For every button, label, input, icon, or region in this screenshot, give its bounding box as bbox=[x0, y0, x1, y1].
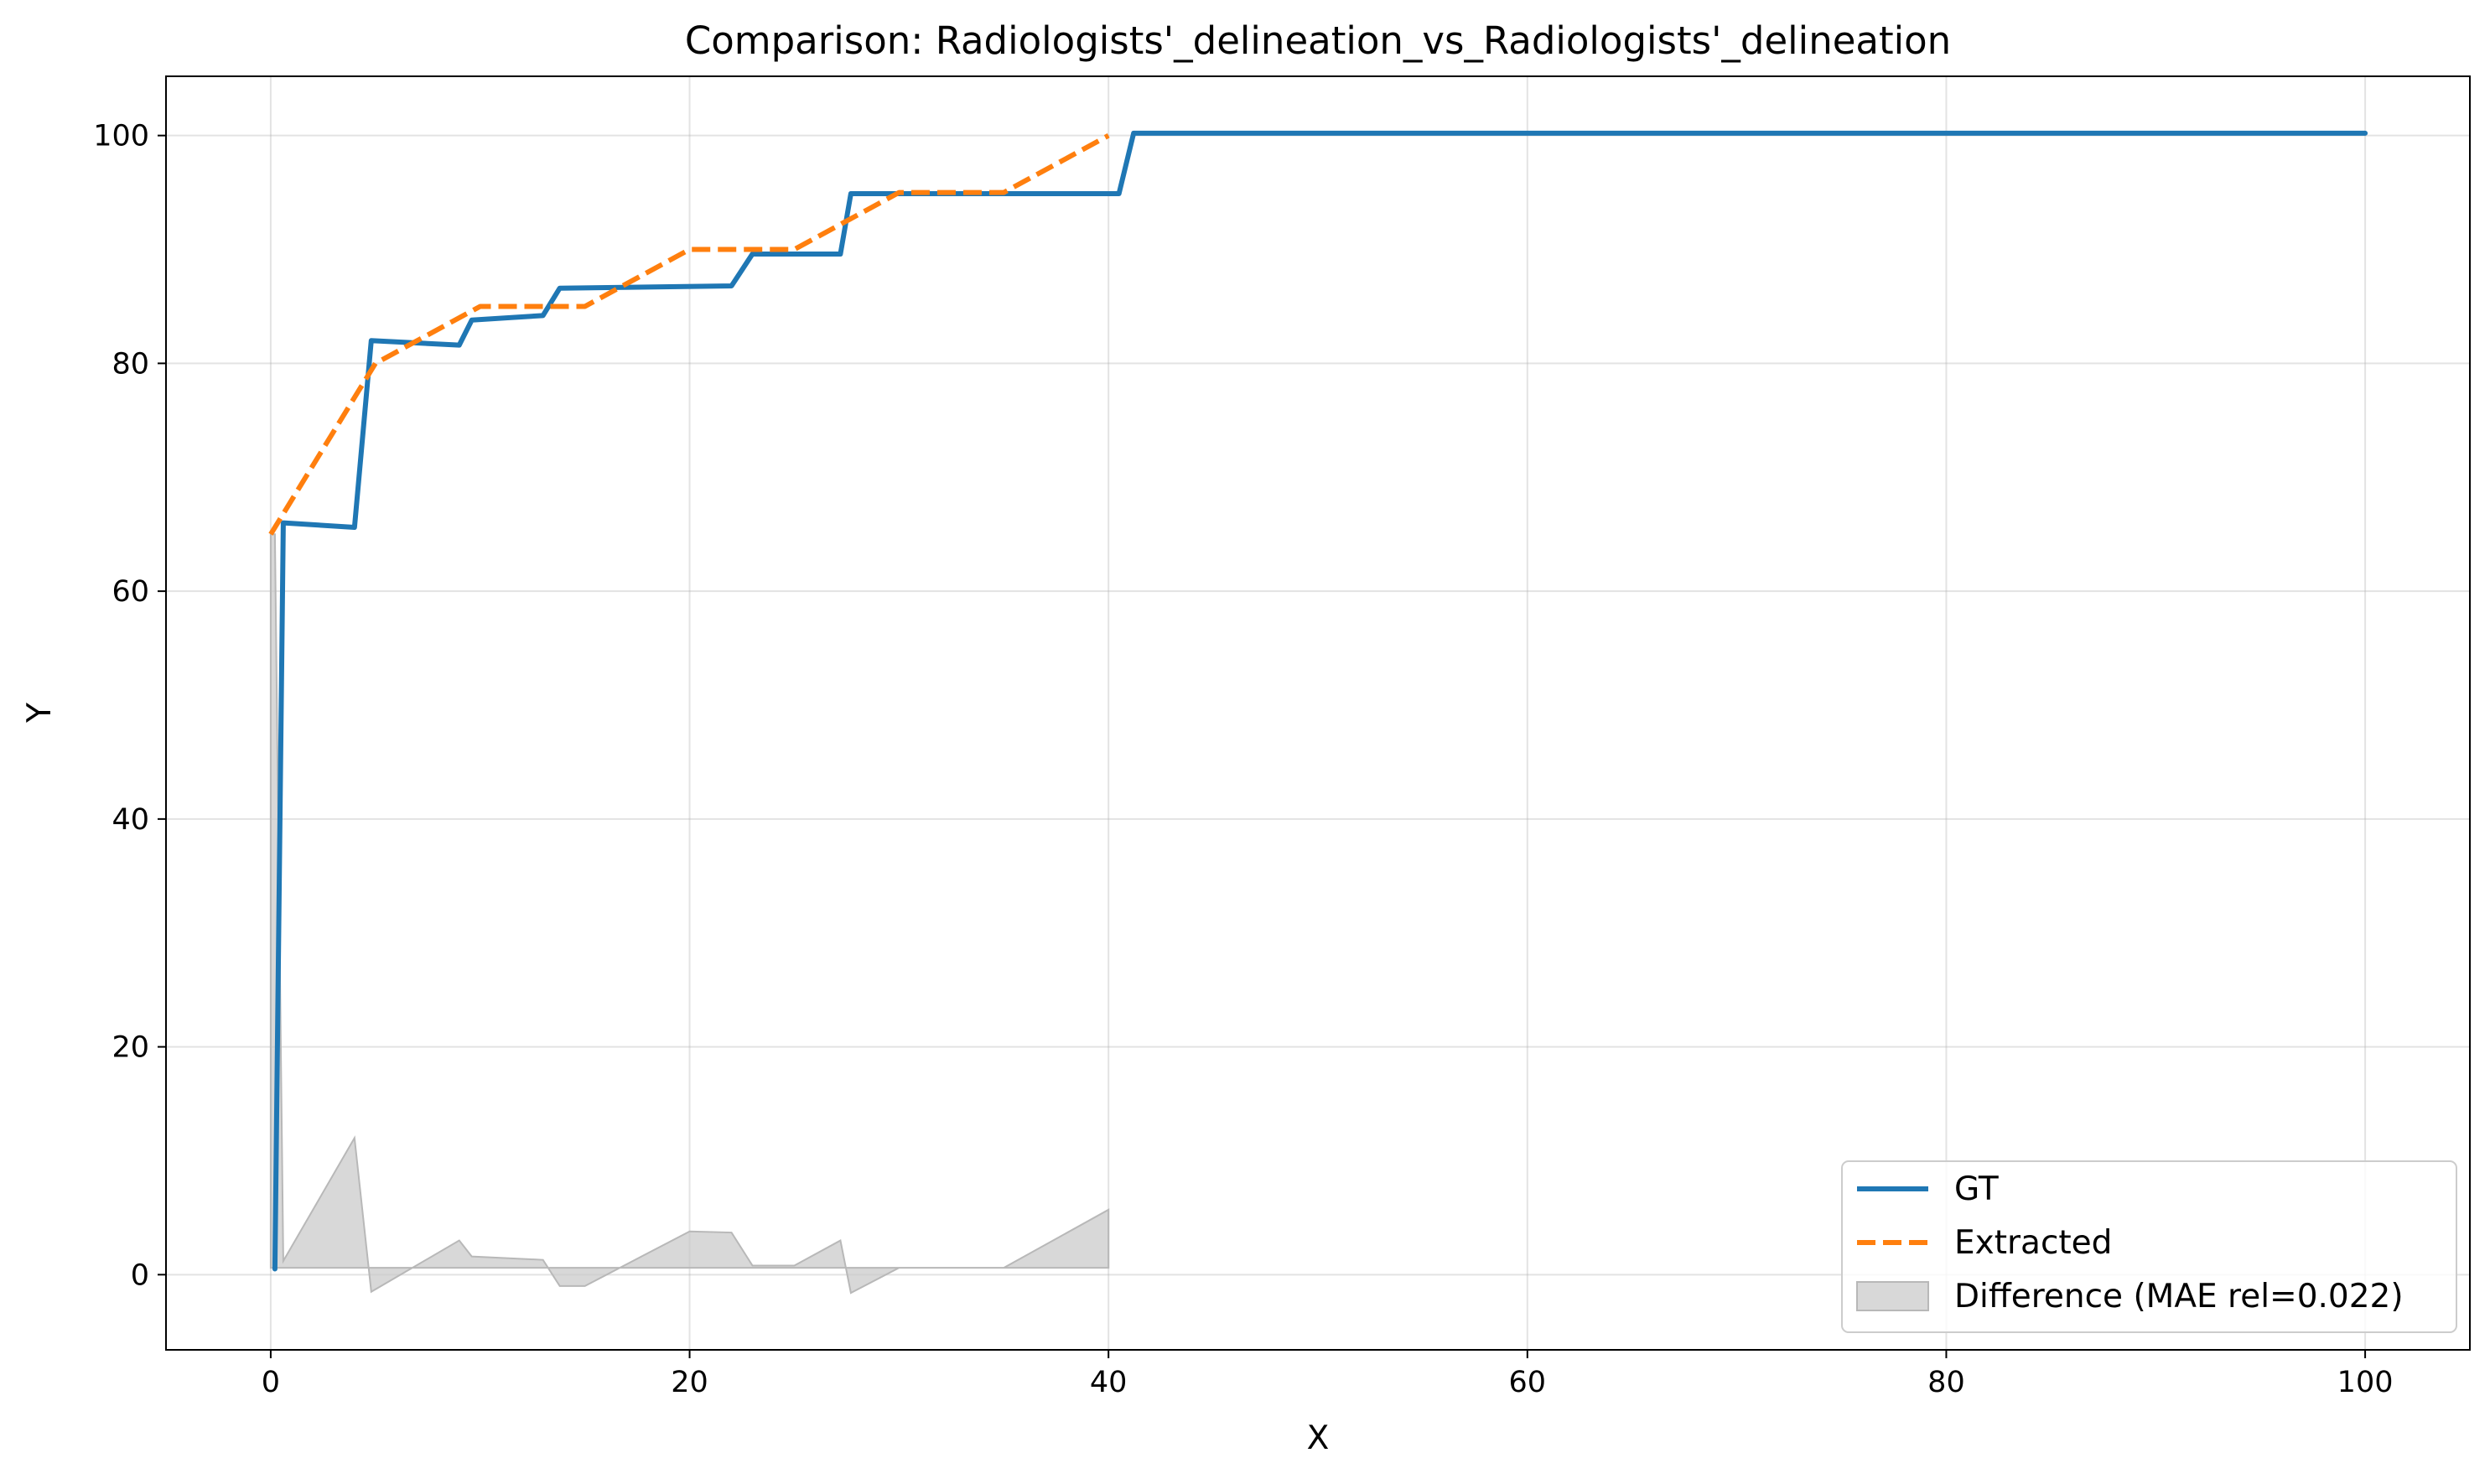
legend-gt-label: GT bbox=[1954, 1170, 1999, 1208]
x-tick-label-1: 20 bbox=[671, 1366, 708, 1399]
x-tick-label-3: 60 bbox=[1509, 1366, 1547, 1399]
legend-box bbox=[1841, 1160, 2457, 1333]
legend-difference-swatch bbox=[1856, 1281, 1929, 1311]
y-tick-label-3: 60 bbox=[112, 575, 149, 609]
series-layer bbox=[268, 130, 2368, 1272]
series-line-gt bbox=[272, 130, 2368, 1272]
legend: GT Extracted Difference (MAE rel=0.022) bbox=[1841, 1160, 2457, 1333]
y-tick-label-4: 80 bbox=[112, 347, 149, 381]
x-axis-label: X bbox=[1307, 1419, 1330, 1457]
legend-extracted-label: Extracted bbox=[1954, 1224, 2112, 1262]
plot-background bbox=[166, 76, 2470, 1350]
series-line-extracted bbox=[268, 133, 1110, 536]
axes-frame bbox=[165, 75, 2471, 1351]
y-tick-label-5: 100 bbox=[93, 120, 149, 153]
chart-title: Comparison: Radiologists'_delineation_vs… bbox=[685, 18, 1951, 63]
x-tick-label-4: 80 bbox=[1927, 1366, 1965, 1399]
difference-area-layer bbox=[269, 533, 1110, 1295]
difference-area bbox=[269, 533, 1110, 1295]
y-tick-label-0: 0 bbox=[131, 1258, 149, 1292]
y-axis-label: Y bbox=[21, 703, 59, 724]
y-tick-label-2: 40 bbox=[112, 803, 149, 837]
tick-layer: 0 20 40 60 80 100 0 20 40 60 80 100 bbox=[93, 120, 2393, 1399]
x-tick-label-5: 100 bbox=[2337, 1366, 2394, 1399]
x-tick-label-2: 40 bbox=[1090, 1366, 1128, 1399]
x-tick-label-0: 0 bbox=[262, 1366, 280, 1399]
legend-difference-label: Difference (MAE rel=0.022) bbox=[1954, 1278, 2404, 1315]
y-tick-label-1: 20 bbox=[112, 1031, 149, 1065]
